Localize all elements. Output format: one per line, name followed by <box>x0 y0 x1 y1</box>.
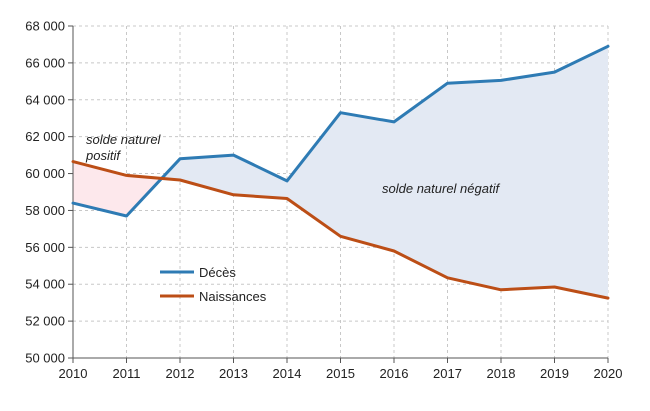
y-tick-label: 66 000 <box>25 55 65 70</box>
annotation-positive-line1: solde naturel <box>86 132 162 147</box>
y-tick-label: 58 000 <box>25 203 65 218</box>
annotation-positive-line2: positif <box>85 148 121 163</box>
x-tick-label: 2013 <box>219 366 248 381</box>
x-tick-label: 2015 <box>326 366 355 381</box>
x-axis-ticks: 2010 2011 2012 2013 2014 2015 2016 2017 2018 2019… <box>59 358 623 381</box>
y-tick-label: 68 000 <box>25 19 65 34</box>
x-tick-label: 2017 <box>433 366 462 381</box>
y-tick-label: 50 000 <box>25 351 65 366</box>
annotation-negative: solde naturel négatif <box>382 181 500 196</box>
x-tick-label: 2014 <box>273 366 302 381</box>
series-lines <box>71 44 610 300</box>
legend-label-deces: Décès <box>199 265 236 280</box>
series-line-naissances <box>71 160 610 300</box>
y-tick-label: 56 000 <box>25 240 65 255</box>
x-tick-label: 2020 <box>594 366 623 381</box>
y-axis-ticks: 50 000 52 000 54 000 56 000 58 000 60 000 62 0… <box>25 19 73 366</box>
legend: Décès Naissances <box>160 265 267 304</box>
y-tick-label: 64 000 <box>25 92 65 107</box>
y-tick-label: 60 000 <box>25 166 65 181</box>
x-tick-label: 2016 <box>380 366 409 381</box>
y-tick-label: 62 000 <box>25 129 65 144</box>
x-tick-label: 2011 <box>113 366 141 381</box>
y-tick-label: 52 000 <box>25 314 65 329</box>
x-tick-label: 2019 <box>540 366 569 381</box>
x-tick-label: 2012 <box>166 366 195 381</box>
area-negative-balance <box>161 46 608 299</box>
legend-label-naissances: Naissances <box>199 289 267 304</box>
x-tick-label: 2010 <box>59 366 88 381</box>
y-tick-label: 54 000 <box>25 277 65 292</box>
x-tick-label: 2018 <box>487 366 516 381</box>
area-positive-balance <box>73 161 162 216</box>
area-fills <box>73 46 608 299</box>
